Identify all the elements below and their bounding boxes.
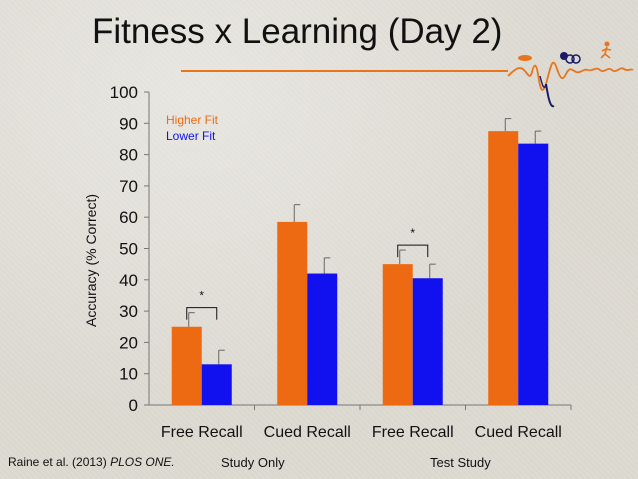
y-tick-label: 90 bbox=[119, 114, 138, 133]
x-tick-label: Cued Recall bbox=[264, 424, 351, 441]
legend-label-lower-fit: Lower Fit bbox=[166, 129, 216, 143]
y-tick-label: 70 bbox=[119, 177, 138, 196]
bar-lower-fit bbox=[412, 278, 443, 405]
bar-lower-fit bbox=[307, 273, 338, 405]
y-tick-label: 40 bbox=[119, 271, 138, 290]
significance-bracket bbox=[186, 307, 218, 320]
bar-lower-fit bbox=[518, 143, 549, 405]
slide-title: Fitness x Learning (Day 2) bbox=[92, 12, 503, 51]
y-tick-label: 10 bbox=[119, 365, 138, 384]
legend-label-higher-fit: Higher Fit bbox=[166, 113, 219, 127]
bar-higher-fit bbox=[382, 264, 413, 405]
y-axis-label: Accuracy (% Correct) bbox=[83, 194, 99, 327]
x-tick-label: Free Recall bbox=[372, 424, 454, 441]
bar-lower-fit bbox=[201, 364, 232, 405]
y-tick-label: 20 bbox=[119, 333, 138, 352]
citation: Raine et al. (2013) PLOS ONE. bbox=[8, 455, 175, 469]
y-tick-label: 60 bbox=[119, 208, 138, 227]
title-underline bbox=[181, 70, 508, 72]
bar-higher-fit bbox=[488, 131, 519, 405]
y-tick-label: 0 bbox=[129, 396, 138, 415]
citation-authors: Raine et al. (2013) bbox=[8, 455, 111, 469]
x-tick-label: Cued Recall bbox=[475, 424, 562, 441]
group-label-study-only: Study Only bbox=[221, 455, 285, 470]
significance-bracket bbox=[397, 244, 429, 258]
bar-higher-fit bbox=[277, 221, 308, 405]
group-label-test-study: Test Study bbox=[430, 455, 491, 470]
y-tick-label: 80 bbox=[119, 146, 138, 165]
significance-marker: * bbox=[199, 289, 204, 303]
y-tick-label: 100 bbox=[110, 83, 138, 102]
significance-marker: * bbox=[410, 226, 415, 240]
citation-journal: PLOS ONE. bbox=[110, 455, 175, 469]
y-tick-label: 50 bbox=[119, 240, 138, 259]
y-tick-label: 30 bbox=[119, 302, 138, 321]
fitness-logo-icon bbox=[507, 41, 634, 108]
x-tick-label: Free Recall bbox=[161, 424, 243, 441]
bar-higher-fit bbox=[171, 326, 202, 405]
